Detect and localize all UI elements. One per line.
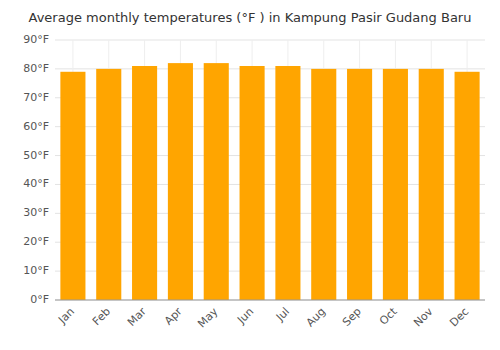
bar [132, 66, 157, 300]
bar [455, 72, 480, 300]
y-tick-label: 60°F [23, 120, 49, 133]
y-tick-label: 0°F [30, 293, 49, 306]
bar [275, 66, 300, 300]
y-tick-label: 10°F [23, 264, 49, 277]
bar [383, 69, 408, 300]
y-tick-label: 90°F [23, 33, 49, 46]
x-tick-label: Dec [447, 305, 471, 329]
y-grid-line [55, 40, 485, 41]
bar [204, 63, 229, 300]
x-tick-label: Jan [55, 305, 77, 327]
bar [311, 69, 336, 300]
y-axis: 0°F 10°F 20°F 30°F 40°F 50°F 60°F 70°F 80°F 90°F [23, 33, 49, 306]
x-tick-label: Sep [340, 305, 364, 329]
bars [60, 63, 479, 300]
y-tick-label: 40°F [23, 177, 49, 190]
x-tick-label: Feb [90, 305, 113, 328]
bar [240, 66, 265, 300]
x-axis: Jan Feb Mar Apr May Jun Jul Aug Sep Oct Nov Dec [55, 305, 471, 331]
title: Average monthly temperatures (°F ) in Ka… [29, 10, 472, 25]
x-axis-line [55, 300, 485, 301]
bar [168, 63, 193, 300]
grid [55, 40, 485, 300]
bar [60, 72, 85, 300]
x-tick-label: Apr [162, 305, 185, 328]
x-tick-label: Nov [411, 305, 436, 330]
x-tick-label: Mar [125, 305, 149, 329]
y-tick-label: 80°F [23, 62, 49, 75]
bar [347, 69, 372, 300]
y-tick-label: 50°F [23, 149, 49, 162]
x-tick-label: Oct [377, 305, 400, 328]
x-tick-label: Aug [304, 305, 328, 329]
x-tick-label: Jun [234, 305, 256, 327]
y-tick-label: 20°F [23, 235, 49, 248]
chart: 0°F 10°F 20°F 30°F 40°F 50°F 60°F 70°F 80°F 90°F J… [0, 0, 500, 350]
x-tick-label: May [195, 305, 221, 331]
bar [96, 69, 121, 300]
x-tick-label: Jul [273, 305, 292, 324]
bar [419, 69, 444, 300]
y-tick-label: 30°F [23, 206, 49, 219]
y-tick-label: 70°F [23, 91, 49, 104]
y-grid-line [55, 300, 485, 301]
